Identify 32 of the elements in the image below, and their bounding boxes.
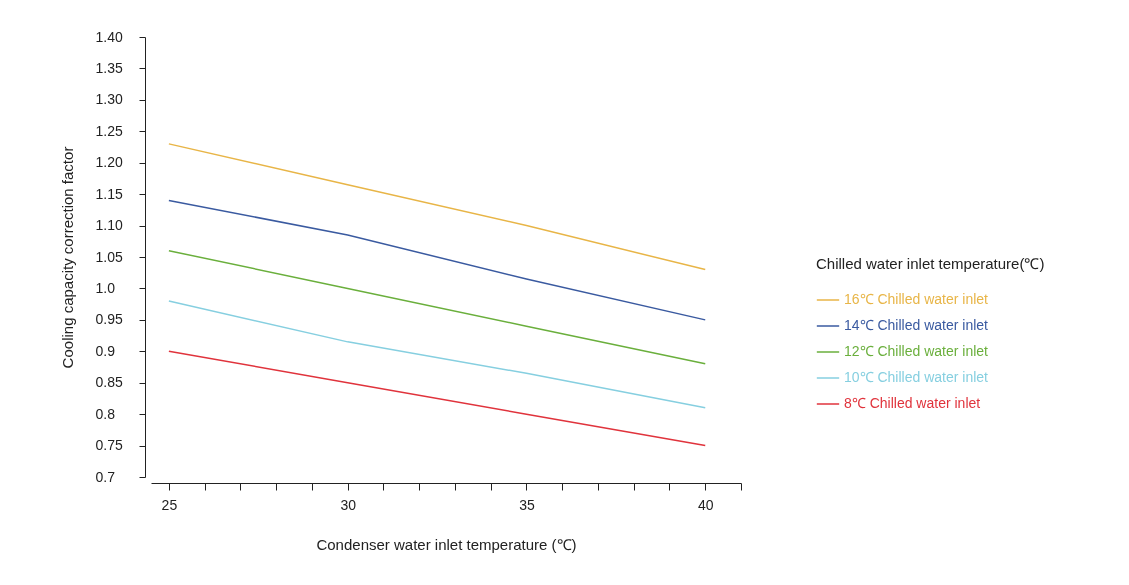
line-series [168,143,706,271]
y-tick-label: 1.10 [95,217,123,234]
y-tick-label: 1.35 [95,59,123,76]
y-tick-label: 0.95 [95,311,123,328]
x-tick-label: 30 [340,496,357,513]
y-tick-label: 1.40 [95,28,123,45]
y-tick-label: 0.9 [95,342,116,359]
y-tick-label: 1.05 [95,248,123,265]
y-tick-label: 0.75 [95,437,123,454]
y-tick-label: 1.15 [95,185,123,202]
y-tick-label: 0.7 [95,468,116,485]
x-tick-label: 25 [161,496,178,513]
legend-label: 16℃ Chilled water inlet [844,291,989,307]
legend-label: 10℃ Chilled water inlet [844,369,989,385]
y-tick-label: 0.85 [95,374,123,391]
line-series [168,300,706,409]
y-tick-label: 1.30 [95,91,123,108]
y-tick-label: 1.0 [95,279,116,296]
line-series [168,350,706,447]
y-axis-title: Cooling capacity correction factor [58,146,76,369]
legend-title: Chilled water inlet temperature(℃) [816,255,1045,272]
x-tick-label: 40 [697,496,714,513]
y-tick-label: 0.8 [95,405,116,422]
line-series [168,249,706,365]
line-series [168,199,706,321]
x-axis-title: Condenser water inlet temperature (℃) [316,535,577,553]
x-tick-label: 35 [519,496,535,513]
y-tick-label: 1.20 [95,154,123,171]
legend-label: 14℃ Chilled water inlet [844,317,989,333]
legend-label: 8℃ Chilled water inlet [844,395,981,411]
legend-label: 12℃ Chilled water inlet [844,343,989,359]
y-tick-label: 1.25 [95,122,123,139]
